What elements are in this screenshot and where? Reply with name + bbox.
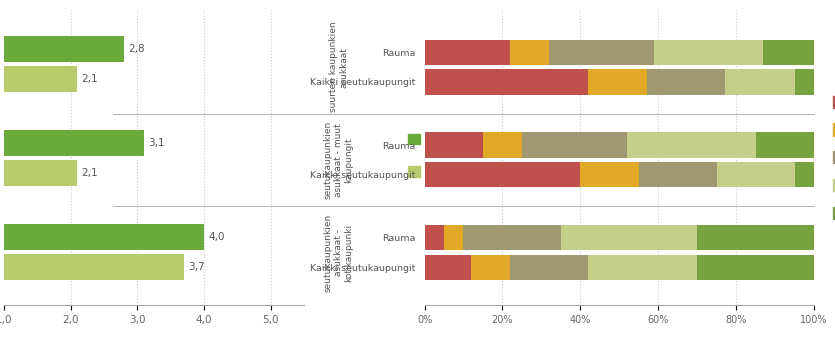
Bar	[424, 255, 471, 280]
Bar	[424, 69, 588, 95]
Bar	[716, 162, 795, 187]
Text: 2,1: 2,1	[82, 168, 98, 178]
Bar	[424, 162, 580, 187]
Bar	[725, 69, 795, 95]
Bar	[588, 255, 697, 280]
Text: 2,1: 2,1	[82, 74, 98, 84]
Bar	[756, 132, 814, 158]
Text: seutukaupunkien
asukkaat - muut
kaupungit: seutukaupunkien asukkaat - muut kaupungi…	[323, 121, 353, 199]
Bar	[580, 162, 639, 187]
Bar	[510, 255, 588, 280]
Legend: 1, 2, 3, 4, 5: 1, 2, 3, 4, 5	[827, 91, 835, 225]
Bar	[4, 66, 78, 92]
Bar	[588, 69, 646, 95]
Bar	[639, 162, 716, 187]
Bar	[795, 162, 814, 187]
Bar	[655, 40, 763, 65]
Bar	[4, 36, 124, 62]
Text: 3,7: 3,7	[188, 262, 205, 272]
Bar	[697, 225, 814, 250]
Bar	[510, 40, 549, 65]
Bar	[627, 132, 756, 158]
Bar	[697, 255, 814, 280]
Text: seutukaupunkien
asukkaat -
kotikaupunki: seutukaupunkien asukkaat - kotikaupunki	[323, 213, 353, 292]
Bar	[463, 225, 561, 250]
Text: 3,1: 3,1	[148, 138, 164, 148]
Bar	[483, 132, 522, 158]
Bar	[561, 225, 697, 250]
Bar	[549, 40, 655, 65]
Text: suurten kaupunkien
asukkaat: suurten kaupunkien asukkaat	[329, 22, 348, 113]
Bar	[795, 69, 814, 95]
Bar	[522, 132, 627, 158]
Bar	[646, 69, 725, 95]
Bar	[424, 225, 444, 250]
Bar	[763, 40, 814, 65]
Bar	[424, 132, 483, 158]
Bar	[444, 225, 463, 250]
Bar	[471, 255, 510, 280]
Bar	[424, 40, 510, 65]
Bar	[4, 160, 78, 186]
Bar	[4, 224, 204, 250]
Text: 4,0: 4,0	[208, 232, 225, 242]
Text: 2,8: 2,8	[128, 44, 144, 54]
Legend: Rauma, Kaikki
seutukaupungit: Rauma, Kaikki seutukaupungit	[403, 130, 514, 186]
Bar	[4, 130, 144, 156]
Bar	[4, 254, 184, 280]
